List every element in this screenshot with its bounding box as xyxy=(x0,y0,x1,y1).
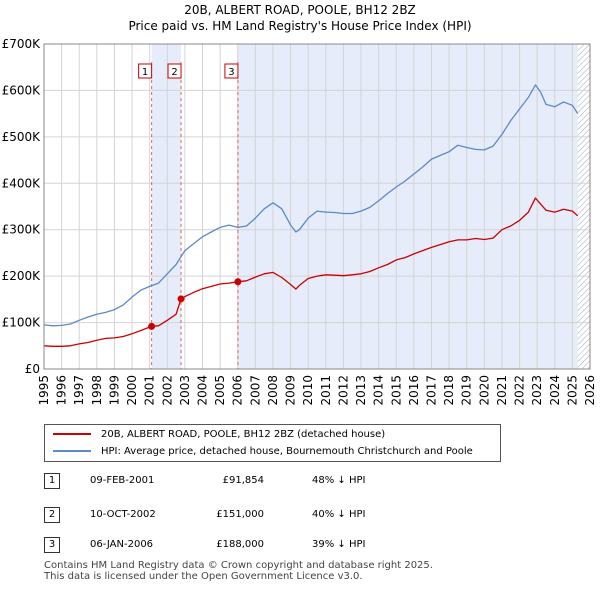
x-tick-label: 2001 xyxy=(143,375,157,406)
sale-point xyxy=(148,322,156,330)
plot-frame xyxy=(43,43,591,370)
x-tick-label: 1998 xyxy=(90,375,104,406)
sale-marker: 1 xyxy=(44,473,60,489)
footer-attribution: Contains HM Land Registry data © Crown c… xyxy=(44,560,433,582)
sale-number-label: 3 xyxy=(228,67,234,78)
y-tick-label: £700K xyxy=(2,37,42,51)
legend: 20B, ALBERT ROAD, POOLE, BH12 2BZ (detac… xyxy=(44,424,501,462)
y-tick-label: £0 xyxy=(25,362,40,376)
forecast-hatch xyxy=(577,44,590,369)
footer-line: This data is licensed under the Open Gov… xyxy=(44,571,363,582)
x-tick-label: 2011 xyxy=(319,375,333,406)
y-tick-label: £400K xyxy=(2,176,42,190)
y-tick-label: £500K xyxy=(2,130,42,144)
sale-point xyxy=(177,295,185,303)
sale-date: 09-FEB-2001 xyxy=(90,475,155,486)
series-line-hpi xyxy=(43,84,579,327)
x-tick-label: 1999 xyxy=(107,375,121,406)
x-tick-label: 2016 xyxy=(407,375,421,406)
sale-number-box xyxy=(138,63,153,79)
sale-number-box xyxy=(167,63,182,79)
sale-price: £151,000 xyxy=(216,509,264,520)
legend-label-hpi: HPI: Average price, detached house, Bour… xyxy=(101,446,473,457)
legend-item-hpi: HPI: Average price, detached house, Bour… xyxy=(53,444,473,460)
x-tick-label: 2018 xyxy=(442,375,456,406)
sale-hpi-diff: 48% ↓ HPI xyxy=(312,475,366,486)
y-tick-label: £200K xyxy=(2,269,42,283)
x-tick-label: 2006 xyxy=(231,375,245,406)
x-tick-label: 2017 xyxy=(424,375,438,406)
sale-date: 10-OCT-2002 xyxy=(90,509,156,520)
sale-number-label: 1 xyxy=(142,67,148,78)
x-tick-label: 2026 xyxy=(583,375,597,406)
x-tick-label: 2024 xyxy=(548,375,562,406)
y-tick-label: £100K xyxy=(2,316,42,330)
price-chart: 20B, ALBERT ROAD, POOLE, BH12 2BZ Price … xyxy=(2,3,597,406)
x-tick-label: 2007 xyxy=(248,375,262,406)
x-tick-label: 2022 xyxy=(513,375,527,406)
sale-number-box xyxy=(224,63,239,79)
x-tick-label: 2025 xyxy=(565,375,579,406)
sale-date: 06-JAN-2006 xyxy=(90,539,154,550)
series-line-property xyxy=(43,197,579,347)
y-tick-label: £300K xyxy=(2,223,42,237)
x-tick-label: 1995 xyxy=(37,375,51,406)
chart-title: 20B, ALBERT ROAD, POOLE, BH12 2BZ xyxy=(184,3,416,17)
legend-swatch-hpi xyxy=(53,450,91,452)
legend-item-property: 20B, ALBERT ROAD, POOLE, BH12 2BZ (detac… xyxy=(53,427,385,443)
y-tick-label: £600K xyxy=(2,83,42,97)
legend-swatch-property xyxy=(53,433,91,435)
x-tick-label: 2008 xyxy=(266,375,280,406)
chart-subtitle: Price paid vs. HM Land Registry's House … xyxy=(128,19,471,33)
x-tick-label: 2013 xyxy=(354,375,368,406)
x-tick-label: 1997 xyxy=(72,375,86,406)
x-tick-label: 2021 xyxy=(495,375,509,406)
x-tick-label: 2003 xyxy=(178,375,192,406)
x-tick-label: 2002 xyxy=(160,375,174,406)
x-tick-label: 2010 xyxy=(301,375,315,406)
sale-hpi-diff: 40% ↓ HPI xyxy=(312,509,366,520)
x-tick-label: 2015 xyxy=(389,375,403,406)
sale-point xyxy=(234,278,242,286)
x-tick-label: 2019 xyxy=(460,375,474,406)
x-tick-label: 2005 xyxy=(213,375,227,406)
sale-marker: 3 xyxy=(44,537,60,553)
shaded-period xyxy=(237,44,578,369)
x-tick-label: 2012 xyxy=(336,375,350,406)
legend-label-property: 20B, ALBERT ROAD, POOLE, BH12 2BZ (detac… xyxy=(101,429,386,440)
x-tick-label: 2004 xyxy=(196,375,210,406)
footer-line: Contains HM Land Registry data © Crown c… xyxy=(44,560,433,571)
x-tick-label: 1996 xyxy=(55,375,69,406)
sale-price: £91,854 xyxy=(222,475,264,486)
x-tick-label: 2000 xyxy=(125,375,139,406)
sale-price: £188,000 xyxy=(216,539,264,550)
plot-area: 1 2 3 £0 £100K £200K £300K £400K £500K £600K £700K… xyxy=(2,37,597,406)
sale-marker: 2 xyxy=(44,507,60,523)
sale-hpi-diff: 39% ↓ HPI xyxy=(312,539,366,550)
sale-number-label: 2 xyxy=(171,67,177,78)
x-tick-label: 2020 xyxy=(477,375,491,406)
x-tick-label: 2009 xyxy=(284,375,298,406)
x-tick-label: 2014 xyxy=(372,375,386,406)
x-tick-label: 2023 xyxy=(530,375,544,406)
